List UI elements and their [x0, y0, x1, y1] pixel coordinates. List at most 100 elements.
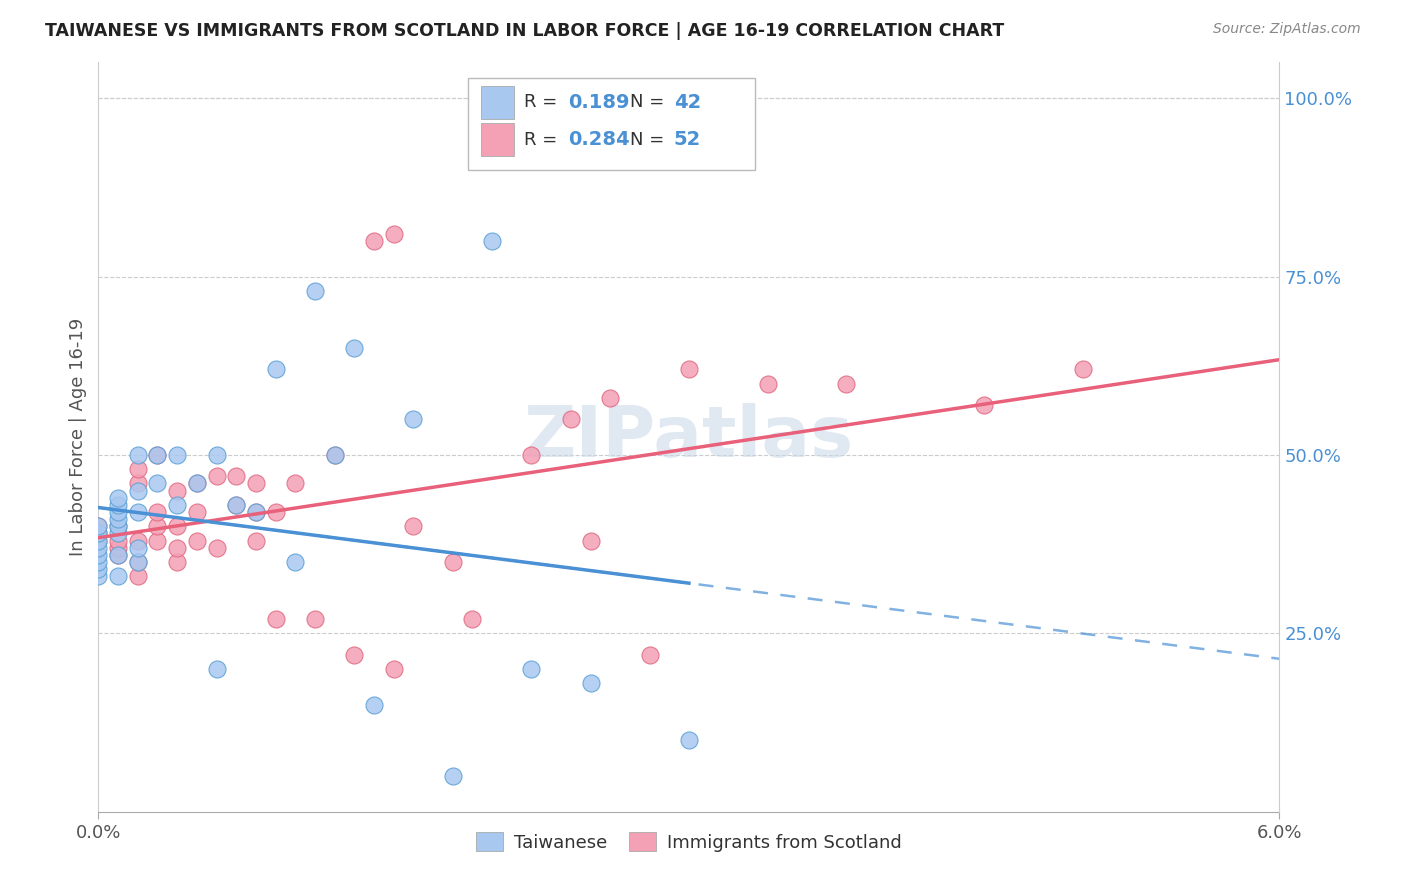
Legend: Taiwanese, Immigrants from Scotland: Taiwanese, Immigrants from Scotland: [470, 825, 908, 859]
Point: [107, 526, 129, 541]
Point: [87, 533, 110, 548]
Point: [481, 234, 503, 248]
Point: [146, 448, 169, 462]
Point: [579, 676, 602, 690]
Point: [678, 733, 700, 747]
Point: [127, 555, 149, 569]
Point: [363, 698, 385, 712]
Point: [127, 569, 149, 583]
Point: [973, 398, 995, 412]
Point: [107, 533, 129, 548]
Point: [264, 612, 287, 626]
Point: [87, 526, 110, 541]
Text: Source: ZipAtlas.com: Source: ZipAtlas.com: [1213, 22, 1361, 37]
Point: [402, 519, 425, 533]
Point: [107, 548, 129, 562]
Text: N =: N =: [630, 93, 669, 112]
Point: [205, 448, 228, 462]
Point: [87, 519, 110, 533]
Point: [225, 498, 247, 512]
Point: [166, 448, 188, 462]
Point: [127, 476, 149, 491]
FancyBboxPatch shape: [481, 86, 515, 119]
Point: [343, 648, 366, 662]
Point: [205, 662, 228, 676]
Point: [107, 548, 129, 562]
Point: [402, 412, 425, 426]
Point: [127, 541, 149, 555]
Point: [186, 476, 208, 491]
Point: [579, 533, 602, 548]
Point: [284, 476, 307, 491]
Point: [441, 769, 464, 783]
Point: [87, 526, 110, 541]
Text: 0.284: 0.284: [568, 130, 630, 149]
Point: [678, 362, 700, 376]
Point: [166, 555, 188, 569]
Point: [146, 448, 169, 462]
Point: [146, 533, 169, 548]
Point: [225, 498, 247, 512]
Point: [107, 512, 129, 526]
Point: [127, 505, 149, 519]
Point: [835, 376, 858, 391]
Point: [382, 227, 405, 241]
FancyBboxPatch shape: [468, 78, 755, 170]
Point: [166, 483, 188, 498]
Point: [284, 555, 307, 569]
Point: [245, 533, 267, 548]
Point: [87, 548, 110, 562]
Point: [323, 448, 346, 462]
Point: [146, 505, 169, 519]
Point: [441, 555, 464, 569]
Text: ZIPatlas: ZIPatlas: [524, 402, 853, 472]
Point: [363, 234, 385, 248]
Text: 52: 52: [673, 130, 700, 149]
Point: [107, 541, 129, 555]
Text: TAIWANESE VS IMMIGRANTS FROM SCOTLAND IN LABOR FORCE | AGE 16-19 CORRELATION CHA: TAIWANESE VS IMMIGRANTS FROM SCOTLAND IN…: [45, 22, 1004, 40]
Point: [87, 533, 110, 548]
Point: [87, 555, 110, 569]
Point: [146, 476, 169, 491]
Point: [107, 491, 129, 505]
Text: R =: R =: [523, 93, 562, 112]
Point: [107, 569, 129, 583]
Point: [166, 498, 188, 512]
Point: [107, 505, 129, 519]
Y-axis label: In Labor Force | Age 16-19: In Labor Force | Age 16-19: [69, 318, 87, 557]
Point: [127, 555, 149, 569]
Point: [107, 519, 129, 533]
Point: [264, 505, 287, 519]
Point: [225, 469, 247, 483]
Text: R =: R =: [523, 130, 562, 149]
Point: [245, 476, 267, 491]
Point: [186, 533, 208, 548]
Point: [304, 284, 326, 298]
Point: [205, 469, 228, 483]
Point: [461, 612, 484, 626]
Point: [87, 541, 110, 555]
Text: 0.189: 0.189: [568, 93, 630, 112]
Text: N =: N =: [630, 130, 669, 149]
Point: [599, 391, 621, 405]
Point: [560, 412, 582, 426]
Point: [127, 462, 149, 476]
Point: [1071, 362, 1094, 376]
Point: [87, 569, 110, 583]
Point: [323, 448, 346, 462]
Point: [186, 505, 208, 519]
Point: [638, 648, 661, 662]
Point: [756, 376, 779, 391]
Point: [205, 541, 228, 555]
Point: [127, 483, 149, 498]
Point: [186, 476, 208, 491]
Text: 42: 42: [673, 93, 700, 112]
Point: [245, 505, 267, 519]
Point: [245, 505, 267, 519]
Point: [520, 448, 543, 462]
Point: [127, 533, 149, 548]
Point: [127, 448, 149, 462]
Point: [304, 612, 326, 626]
FancyBboxPatch shape: [481, 123, 515, 156]
Point: [166, 519, 188, 533]
